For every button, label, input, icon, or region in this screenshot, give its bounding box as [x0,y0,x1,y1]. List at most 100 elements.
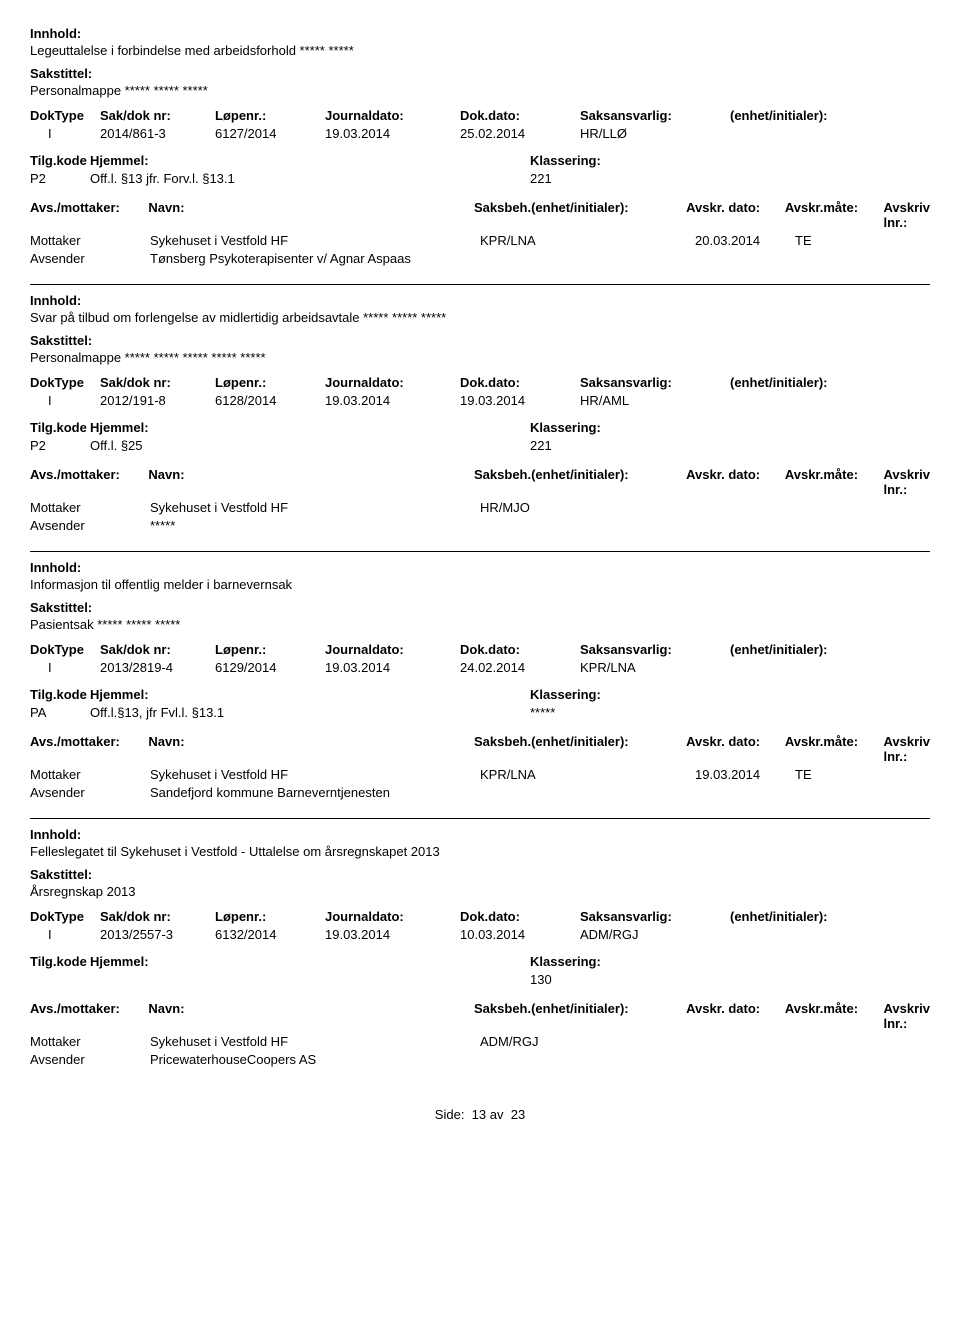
party-headers: Avs./mottaker: Navn: Saksbeh.(enhet/init… [30,1001,930,1031]
party-saksbeh: KPR/LNA [480,767,695,782]
hdr-enhet: (enhet/initialer): [730,108,930,123]
party-saksbeh [480,251,695,266]
party-name: PricewaterhouseCoopers AS [150,1052,480,1067]
hdr-tilgkode: Tilg.kode [30,420,90,435]
hdr-saksansvarlig: Saksansvarlig: [580,909,730,924]
hdr-doktype: DokType [30,108,100,123]
hdr-hjemmel: Hjemmel: [90,420,530,435]
val-enhet [730,927,930,942]
val-sakdok: 2013/2819-4 [100,660,215,675]
hdr-saksansvarlig: Saksansvarlig: [580,642,730,657]
party-avskriv-lnr [895,1034,930,1049]
party-avskr-dato [695,518,795,533]
party-saksbeh [480,1052,695,1067]
hdr-avsmottaker: Avs./mottaker: [30,1001,148,1031]
hdr-avskriv-lnr: Avskriv lnr.: [884,467,931,497]
record-separator [30,818,930,819]
party-role: Mottaker [30,233,150,248]
party-row: Mottaker Sykehuset i Vestfold HF KPR/LNA… [30,233,930,248]
val-lopenr: 6132/2014 [215,927,325,942]
val-lopenr: 6129/2014 [215,660,325,675]
hdr-dokdato: Dok.dato: [460,108,580,123]
sakstittel-value: Pasientsak ***** ***** ***** [30,617,930,632]
hdr-avskr-dato: Avskr. dato: [686,467,785,497]
meta-values: I 2013/2557-3 6132/2014 19.03.2014 10.03… [30,927,930,942]
journal-record: Innhold: Felleslegatet til Sykehuset i V… [30,827,930,1079]
tilg-row: Tilg.kode Hjemmel: PA Off.l.§13, jfr Fvl… [30,687,930,720]
party-role: Avsender [30,785,150,800]
tilg-row: Tilg.kode Hjemmel: P2 Off.l. §25 Klasser… [30,420,930,453]
val-sakdok: 2014/861-3 [100,126,215,141]
hdr-enhet: (enhet/initialer): [730,642,930,657]
record-separator [30,551,930,552]
hdr-klassering: Klassering: [530,954,930,969]
records-container: Innhold: Legeuttalelse i forbindelse med… [30,26,930,1079]
hdr-klassering: Klassering: [530,687,930,702]
hdr-sakdok: Sak/dok nr: [100,909,215,924]
meta-values: I 2013/2819-4 6129/2014 19.03.2014 24.02… [30,660,930,675]
party-name: ***** [150,518,480,533]
innhold-value: Felleslegatet til Sykehuset i Vestfold -… [30,844,930,859]
hdr-tilgkode: Tilg.kode [30,153,90,168]
val-dokdato: 24.02.2014 [460,660,580,675]
party-saksbeh [480,785,695,800]
journal-record: Innhold: Informasjon til offentlig melde… [30,560,930,812]
party-avskr-mate: TE [795,767,895,782]
val-journaldato: 19.03.2014 [325,393,460,408]
hdr-avskr-dato: Avskr. dato: [686,200,785,230]
val-tilgkode: P2 [30,171,90,186]
party-role: Avsender [30,1052,150,1067]
journal-record: Innhold: Svar på tilbud om forlengelse a… [30,293,930,545]
hdr-enhet: (enhet/initialer): [730,375,930,390]
val-journaldato: 19.03.2014 [325,927,460,942]
party-avskr-dato [695,1052,795,1067]
hdr-sakdok: Sak/dok nr: [100,375,215,390]
hdr-doktype: DokType [30,642,100,657]
meta-values: I 2014/861-3 6127/2014 19.03.2014 25.02.… [30,126,930,141]
val-hjemmel: Off.l. §13 jfr. Forv.l. §13.1 [90,171,530,186]
hdr-lopenr: Løpenr.: [215,909,325,924]
val-klassering: 221 [530,171,930,186]
party-role: Mottaker [30,500,150,515]
val-sakdok: 2012/191-8 [100,393,215,408]
val-saksansvarlig: ADM/RGJ [580,927,730,942]
hdr-hjemmel: Hjemmel: [90,153,530,168]
party-saksbeh: KPR/LNA [480,233,695,248]
party-avskr-dato: 20.03.2014 [695,233,795,248]
party-avskr-mate [795,785,895,800]
party-role: Mottaker [30,767,150,782]
party-name: Sykehuset i Vestfold HF [150,1034,480,1049]
innhold-value: Svar på tilbud om forlengelse av midlert… [30,310,930,325]
hdr-navn: Navn: [148,1001,474,1031]
party-avskr-mate: TE [795,233,895,248]
party-avskriv-lnr [895,1052,930,1067]
hdr-tilgkode: Tilg.kode [30,954,90,969]
party-saksbeh: HR/MJO [480,500,695,515]
party-name: Sykehuset i Vestfold HF [150,233,480,248]
hdr-sakdok: Sak/dok nr: [100,108,215,123]
val-klassering: 221 [530,438,930,453]
hdr-journaldato: Journaldato: [325,108,460,123]
hdr-navn: Navn: [148,467,474,497]
party-row: Mottaker Sykehuset i Vestfold HF ADM/RGJ [30,1034,930,1049]
hdr-klassering: Klassering: [530,420,930,435]
footer-side-label: Side: [435,1107,465,1122]
record-separator [30,284,930,285]
party-avskriv-lnr [895,767,930,782]
sakstittel-value: Årsregnskap 2013 [30,884,930,899]
val-doktype: I [30,126,100,141]
hdr-saksansvarlig: Saksansvarlig: [580,108,730,123]
val-enhet [730,660,930,675]
val-journaldato: 19.03.2014 [325,126,460,141]
hdr-avskr-mate: Avskr.måte: [785,200,884,230]
party-row: Avsender Tønsberg Psykoterapisenter v/ A… [30,251,930,266]
hdr-sakdok: Sak/dok nr: [100,642,215,657]
meta-headers: DokType Sak/dok nr: Løpenr.: Journaldato… [30,909,930,924]
hdr-doktype: DokType [30,909,100,924]
val-enhet [730,126,930,141]
hdr-saksbeh: Saksbeh.(enhet/initialer): [474,734,686,764]
innhold-value: Legeuttalelse i forbindelse med arbeidsf… [30,43,930,58]
meta-headers: DokType Sak/dok nr: Løpenr.: Journaldato… [30,642,930,657]
sakstittel-label: Sakstittel: [30,333,930,348]
val-tilgkode: PA [30,705,90,720]
